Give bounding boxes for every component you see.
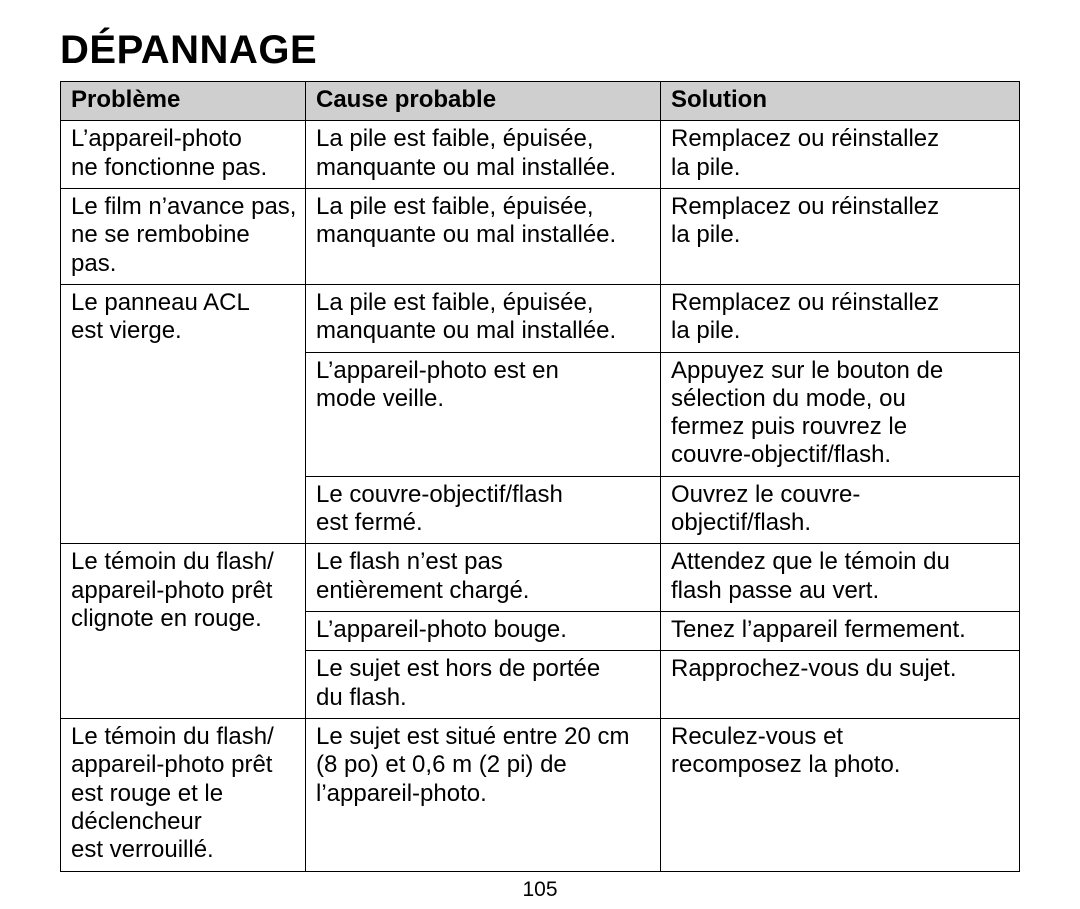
cell-solution: Reculez-vous etrecomposez la photo. <box>661 718 1020 871</box>
cell-problem: Le film n’avance pas,ne se rembobine pas… <box>61 188 306 284</box>
cell-cause: Le flash n’est pasentièrement chargé. <box>306 544 661 612</box>
cell-problem: Le panneau ACL est vierge. <box>61 284 306 544</box>
cell-solution: Remplacez ou réinstallezla pile. <box>661 188 1020 284</box>
cell-solution: Tenez l’appareil fermement. <box>661 612 1020 651</box>
table-row: Le film n’avance pas,ne se rembobine pas… <box>61 188 1020 284</box>
cell-cause: Le couvre-objectif/flashest fermé. <box>306 476 661 544</box>
cell-solution: Rapprochez-vous du sujet. <box>661 651 1020 719</box>
table-row: Le panneau ACL est vierge. La pile est f… <box>61 284 1020 352</box>
cell-solution: Remplacez ou réinstallezla pile. <box>661 284 1020 352</box>
troubleshoot-table: Problème Cause probable Solution L’appar… <box>60 81 1020 872</box>
table-row: Le témoin du flash/appareil-photo prêtes… <box>61 718 1020 871</box>
col-header-cause: Cause probable <box>306 82 661 121</box>
cell-cause: La pile est faible, épuisée,manquante ou… <box>306 188 661 284</box>
col-header-solution: Solution <box>661 82 1020 121</box>
cell-solution: Remplacez ou réinstallezla pile. <box>661 121 1020 189</box>
col-header-problem: Problème <box>61 82 306 121</box>
page-title: DÉPANNAGE <box>60 28 1020 73</box>
cell-problem: Le témoin du flash/appareil-photo prêtes… <box>61 718 306 871</box>
page-number: 105 <box>60 878 1020 902</box>
page: DÉPANNAGE Problème Cause probable Soluti… <box>0 0 1080 909</box>
cell-cause: L’appareil-photo est enmode veille. <box>306 352 661 476</box>
table-header-row: Problème Cause probable Solution <box>61 82 1020 121</box>
cell-problem: L’appareil-photone fonctionne pas. <box>61 121 306 189</box>
cell-cause: Le sujet est situé entre 20 cm(8 po) et … <box>306 718 661 871</box>
cell-solution: Appuyez sur le bouton desélection du mod… <box>661 352 1020 476</box>
cell-cause: La pile est faible, épuisée,manquante ou… <box>306 121 661 189</box>
cell-cause: Le sujet est hors de portéedu flash. <box>306 651 661 719</box>
cell-solution: Ouvrez le couvre-objectif/flash. <box>661 476 1020 544</box>
table-row: Le témoin du flash/appareil-photo prêtcl… <box>61 544 1020 612</box>
cell-cause: La pile est faible, épuisée,manquante ou… <box>306 284 661 352</box>
cell-solution: Attendez que le témoin duflash passe au … <box>661 544 1020 612</box>
table-row: L’appareil-photone fonctionne pas. La pi… <box>61 121 1020 189</box>
cell-problem: Le témoin du flash/appareil-photo prêtcl… <box>61 544 306 719</box>
cell-cause: L’appareil-photo bouge. <box>306 612 661 651</box>
